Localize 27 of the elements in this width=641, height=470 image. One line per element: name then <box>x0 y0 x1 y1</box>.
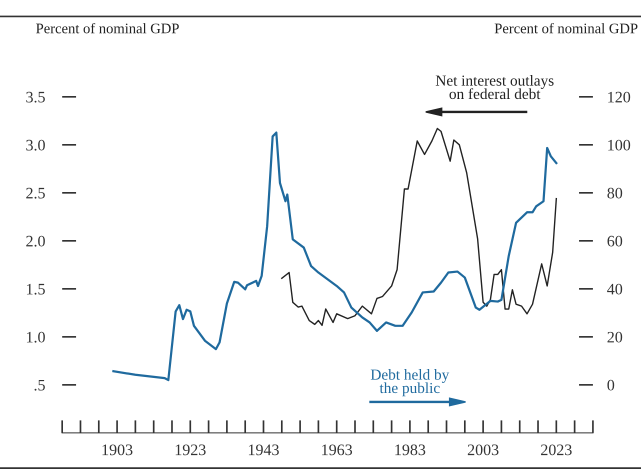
y-axis-title: Percent of nominal GDP <box>36 22 179 34</box>
y-tick-label: 3.5 <box>26 92 45 103</box>
y2-tick-label: 120 <box>608 92 630 103</box>
y2-tick-label: 40 <box>607 284 622 295</box>
x-tick-label: 1943 <box>248 444 279 456</box>
line-series <box>112 131 558 382</box>
x-tick-label: 1923 <box>176 444 206 456</box>
y-tick-label: 1.0 <box>26 332 45 343</box>
y-tick-label: 1.5 <box>26 284 45 295</box>
y-tick-label: 2.5 <box>26 188 45 199</box>
x-tick-label: 2023 <box>541 444 572 456</box>
x-tick-label: 2003 <box>468 444 498 456</box>
line-series <box>281 128 558 326</box>
y2-axis-title: Percent of nominal GDP <box>494 22 638 34</box>
y-tick-label: 2.0 <box>26 236 45 247</box>
y-tick-label: 3.0 <box>26 140 45 151</box>
y2-tick-label: 0 <box>607 380 614 391</box>
annotation: Net interest outlays on federal debt <box>436 74 554 100</box>
y2-tick-label: 100 <box>608 140 630 151</box>
y-tick-label: .5 <box>34 380 45 391</box>
x-tick-label: 1983 <box>395 444 426 456</box>
y2-tick-label: 80 <box>607 188 622 199</box>
y2-tick-label: 60 <box>608 236 622 247</box>
y2-tick-label: 20 <box>608 332 622 343</box>
annotation: Debt held by the public <box>370 369 450 396</box>
x-tick-label: 1963 <box>322 444 352 456</box>
x-tick-label: 1903 <box>102 444 132 456</box>
